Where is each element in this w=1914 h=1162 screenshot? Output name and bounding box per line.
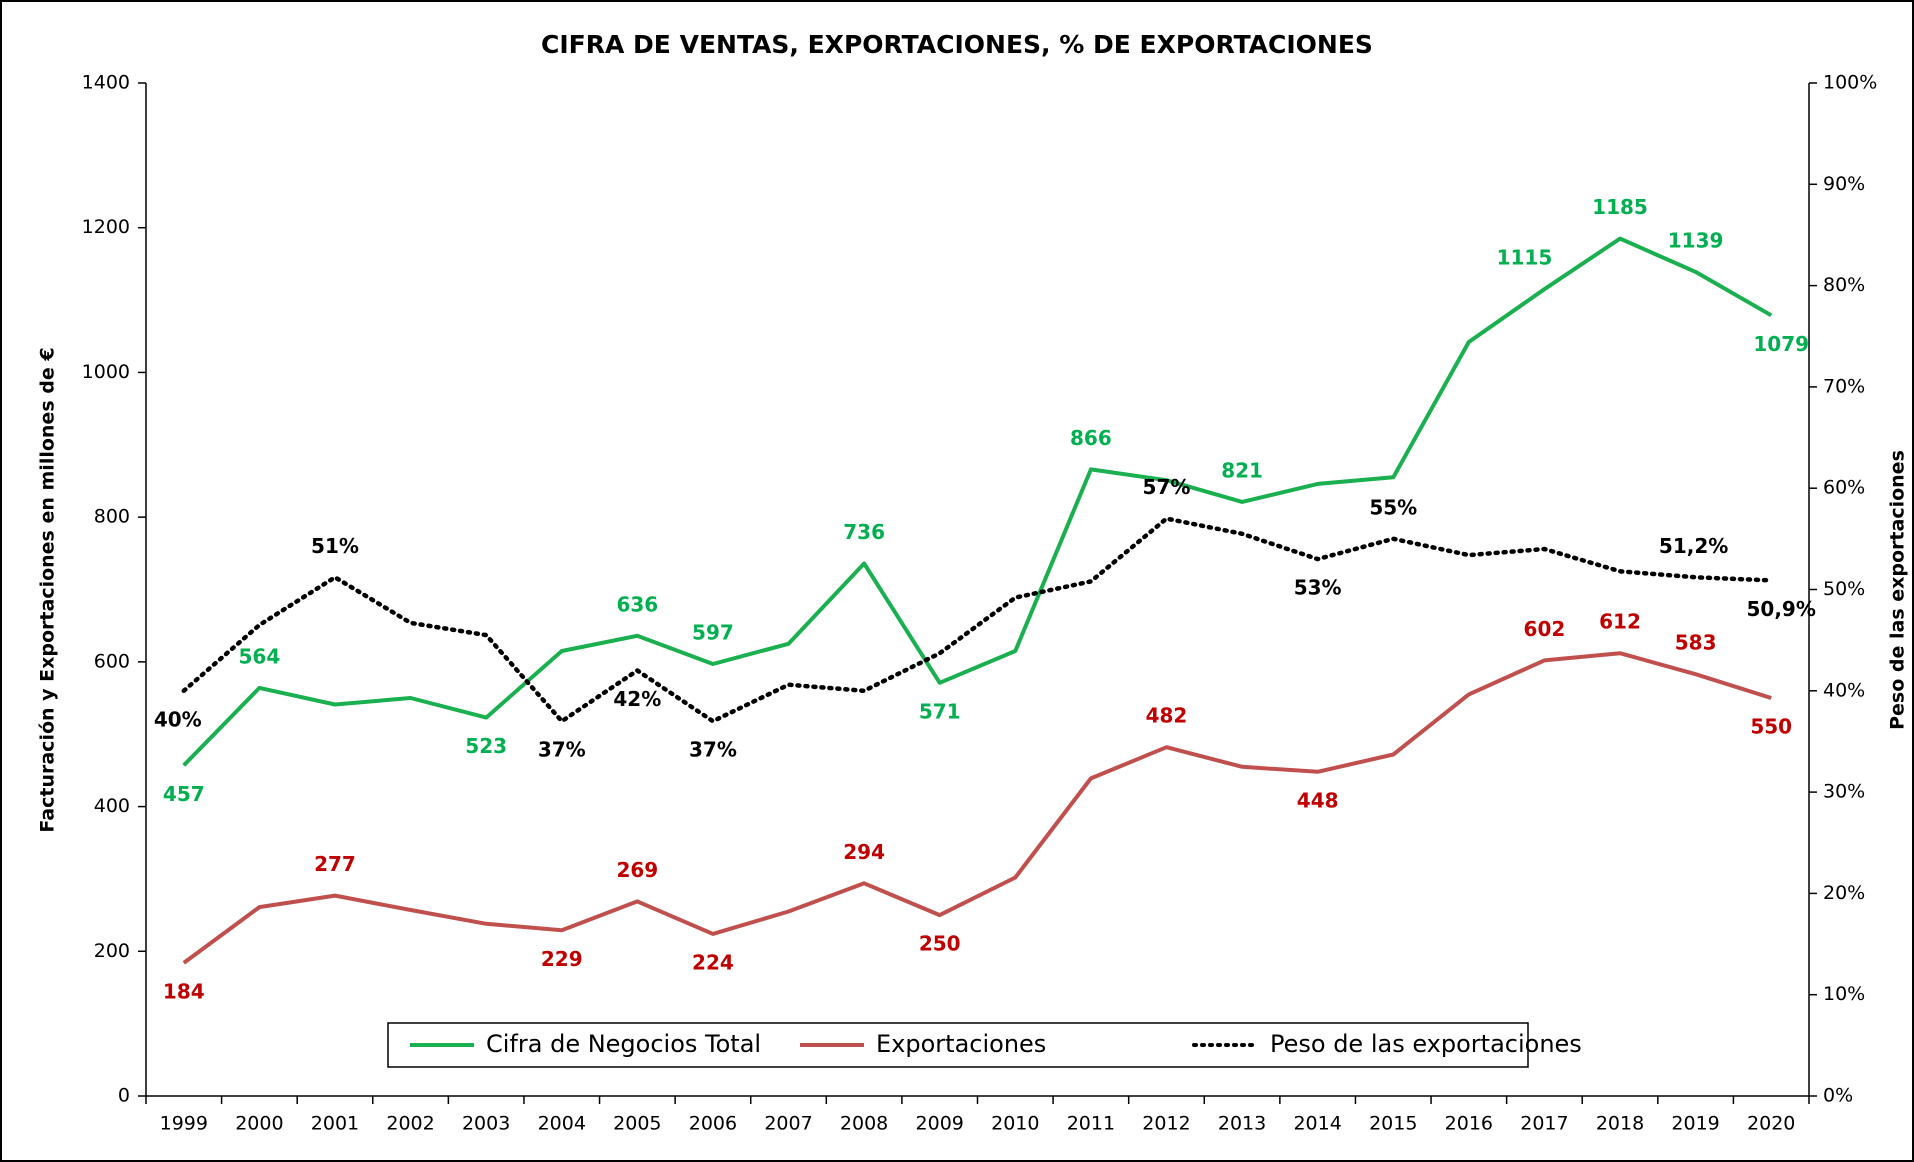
y2-tick-label: 60% bbox=[1823, 477, 1865, 499]
series-line bbox=[182, 236, 1773, 767]
data-label: 821 bbox=[1221, 458, 1263, 482]
data-label: 224 bbox=[692, 950, 734, 974]
x-tick-label: 2009 bbox=[916, 1113, 964, 1135]
x-tick-label: 2004 bbox=[538, 1113, 586, 1135]
data-label: 55% bbox=[1369, 495, 1417, 519]
legend-label: Peso de las exportaciones bbox=[1270, 1030, 1582, 1058]
y2-tick-label: 100% bbox=[1823, 72, 1877, 94]
data-label: 1115 bbox=[1497, 246, 1553, 270]
y2-tick-label: 10% bbox=[1823, 983, 1865, 1005]
y2-tick-label: 80% bbox=[1823, 274, 1865, 296]
y-tick-label: 200 bbox=[94, 940, 130, 962]
y-tick-label: 1400 bbox=[82, 72, 130, 94]
y-tick-label: 800 bbox=[94, 506, 130, 528]
data-label: 564 bbox=[239, 644, 281, 668]
data-label: 636 bbox=[616, 592, 658, 616]
data-label: 57% bbox=[1143, 475, 1191, 499]
x-tick-label: 2016 bbox=[1445, 1113, 1493, 1135]
data-label: 550 bbox=[1750, 715, 1792, 739]
x-tick-label: 2005 bbox=[613, 1113, 661, 1135]
data-label: 40% bbox=[154, 707, 202, 731]
x-tick-label: 2008 bbox=[840, 1113, 888, 1135]
data-label: 448 bbox=[1297, 788, 1339, 812]
series-line bbox=[182, 651, 1772, 965]
y2-tick-label: 90% bbox=[1823, 173, 1865, 195]
y-tick-label: 400 bbox=[94, 795, 130, 817]
y2-tick-label: 50% bbox=[1823, 578, 1865, 600]
legend-label: Exportaciones bbox=[876, 1030, 1046, 1058]
data-label: 1079 bbox=[1753, 332, 1809, 356]
y2-tick-label: 20% bbox=[1823, 882, 1865, 904]
data-label: 53% bbox=[1294, 576, 1342, 600]
data-label: 571 bbox=[919, 699, 961, 723]
data-label: 602 bbox=[1524, 617, 1566, 641]
data-label: 736 bbox=[843, 520, 885, 544]
data-label: 457 bbox=[163, 782, 205, 806]
x-tick-label: 2015 bbox=[1369, 1113, 1417, 1135]
x-tick-label: 2003 bbox=[462, 1113, 510, 1135]
y-tick-label: 1200 bbox=[82, 216, 130, 238]
y-tick-label: 1000 bbox=[82, 361, 130, 383]
x-tick-label: 2007 bbox=[764, 1113, 812, 1135]
y2-axis-title: Peso de las exportaciones bbox=[1887, 450, 1909, 730]
x-tick-label: 2017 bbox=[1520, 1113, 1568, 1135]
y-tick-label: 0 bbox=[118, 1085, 130, 1107]
data-label: 37% bbox=[689, 738, 737, 762]
x-tick-label: 2014 bbox=[1293, 1113, 1341, 1135]
data-label: 51% bbox=[311, 534, 359, 558]
data-label: 1139 bbox=[1668, 228, 1724, 252]
chart-title: CIFRA DE VENTAS, EXPORTACIONES, % DE EXP… bbox=[541, 30, 1373, 59]
y2-tick-label: 70% bbox=[1823, 375, 1865, 397]
x-tick-label: 2010 bbox=[991, 1113, 1039, 1135]
data-label: 277 bbox=[314, 852, 356, 876]
data-label: 269 bbox=[616, 858, 658, 882]
x-tick-label: 2011 bbox=[1067, 1113, 1115, 1135]
y2-tick-label: 40% bbox=[1823, 679, 1865, 701]
data-label: 42% bbox=[613, 687, 661, 711]
x-tick-label: 2000 bbox=[235, 1113, 283, 1135]
y2-tick-label: 30% bbox=[1823, 781, 1865, 803]
data-label: 1185 bbox=[1592, 195, 1648, 219]
legend-label: Cifra de Negocios Total bbox=[486, 1030, 761, 1058]
series-line bbox=[181, 516, 1774, 724]
data-label: 50,9% bbox=[1747, 597, 1816, 621]
data-label: 597 bbox=[692, 621, 734, 645]
x-tick-label: 2006 bbox=[689, 1113, 737, 1135]
data-label: 523 bbox=[465, 734, 507, 758]
data-label: 229 bbox=[541, 947, 583, 971]
data-label: 184 bbox=[163, 979, 205, 1003]
x-tick-label: 2019 bbox=[1671, 1113, 1719, 1135]
x-tick-label: 1999 bbox=[160, 1113, 208, 1135]
x-tick-label: 2018 bbox=[1596, 1113, 1644, 1135]
x-tick-label: 2013 bbox=[1218, 1113, 1266, 1135]
x-tick-label: 2020 bbox=[1747, 1113, 1795, 1135]
data-label: 51,2% bbox=[1659, 534, 1728, 558]
data-label: 612 bbox=[1599, 610, 1641, 634]
data-label: 250 bbox=[919, 932, 961, 956]
data-label: 866 bbox=[1070, 426, 1112, 450]
legend-box bbox=[387, 1022, 1529, 1068]
y-tick-label: 600 bbox=[94, 650, 130, 672]
x-tick-label: 2001 bbox=[311, 1113, 359, 1135]
data-label: 482 bbox=[1146, 704, 1188, 728]
y2-tick-label: 0% bbox=[1823, 1085, 1853, 1107]
data-label: 37% bbox=[538, 738, 586, 762]
x-tick-label: 2002 bbox=[386, 1113, 434, 1135]
data-label: 583 bbox=[1675, 631, 1717, 655]
x-tick-label: 2012 bbox=[1142, 1113, 1190, 1135]
data-label: 294 bbox=[843, 840, 885, 864]
y-axis-title: Facturación y Exportaciones en millones … bbox=[37, 347, 59, 832]
